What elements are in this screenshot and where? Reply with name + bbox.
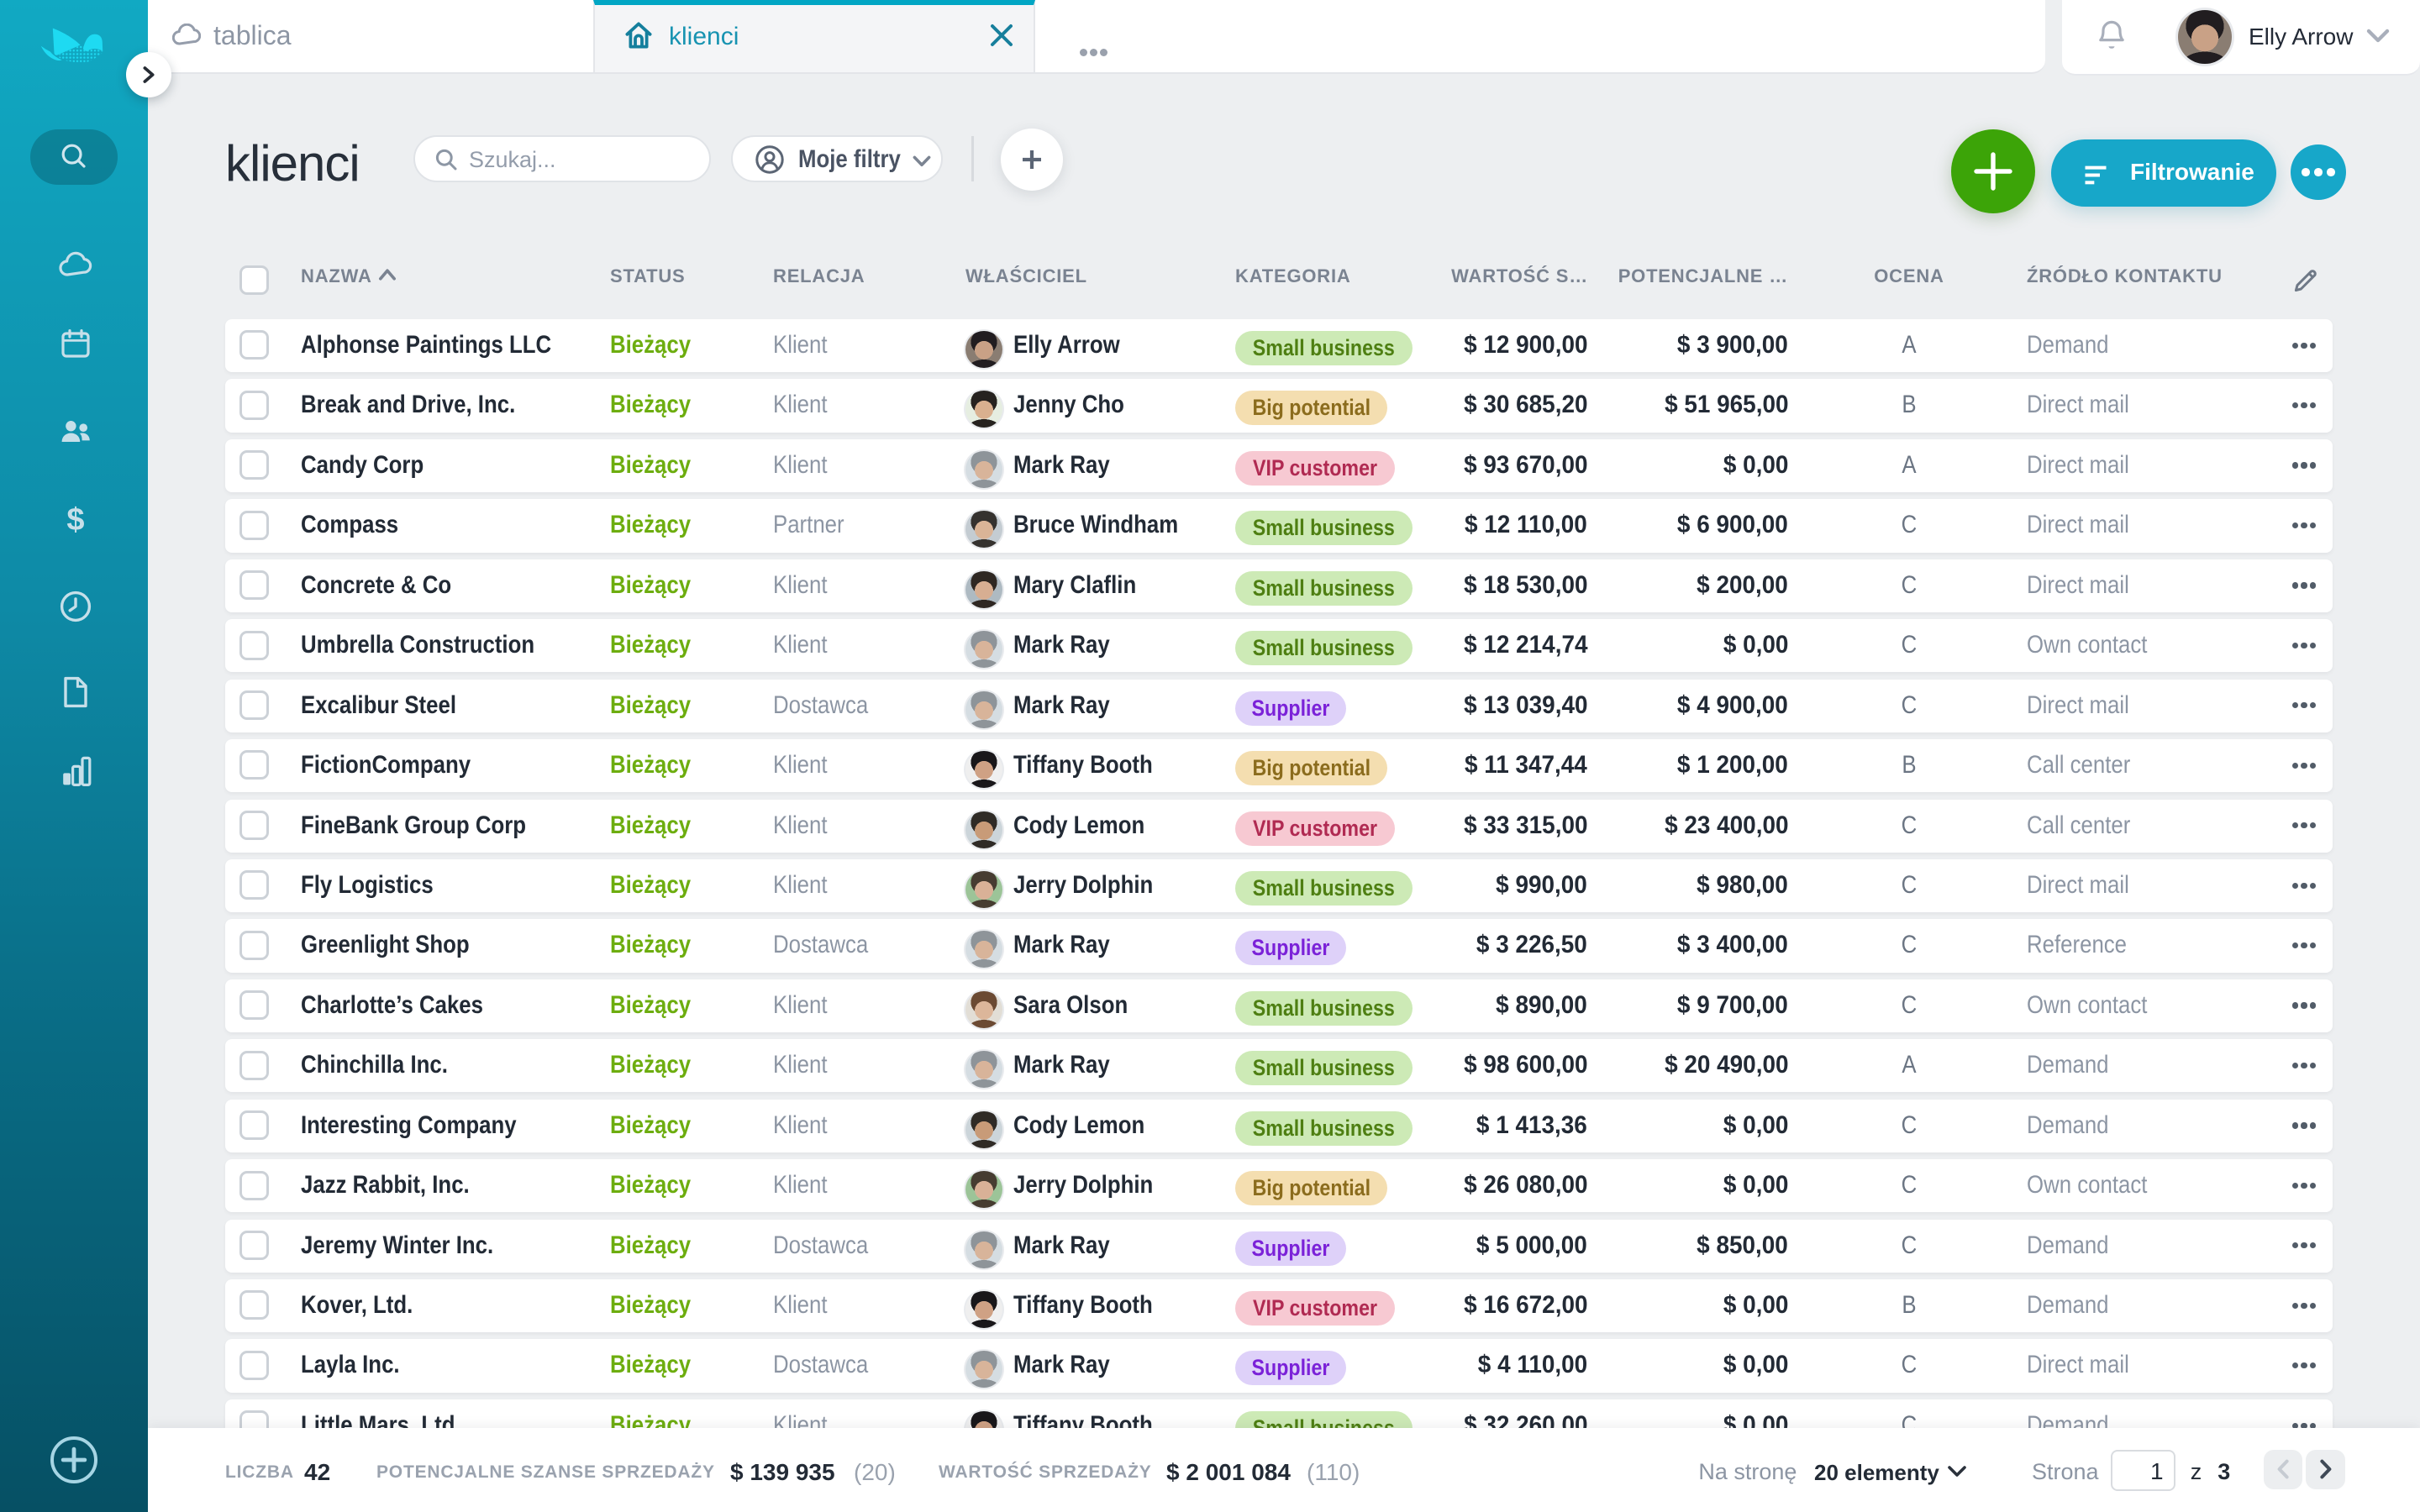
svg-text:$: $ — [66, 502, 84, 538]
